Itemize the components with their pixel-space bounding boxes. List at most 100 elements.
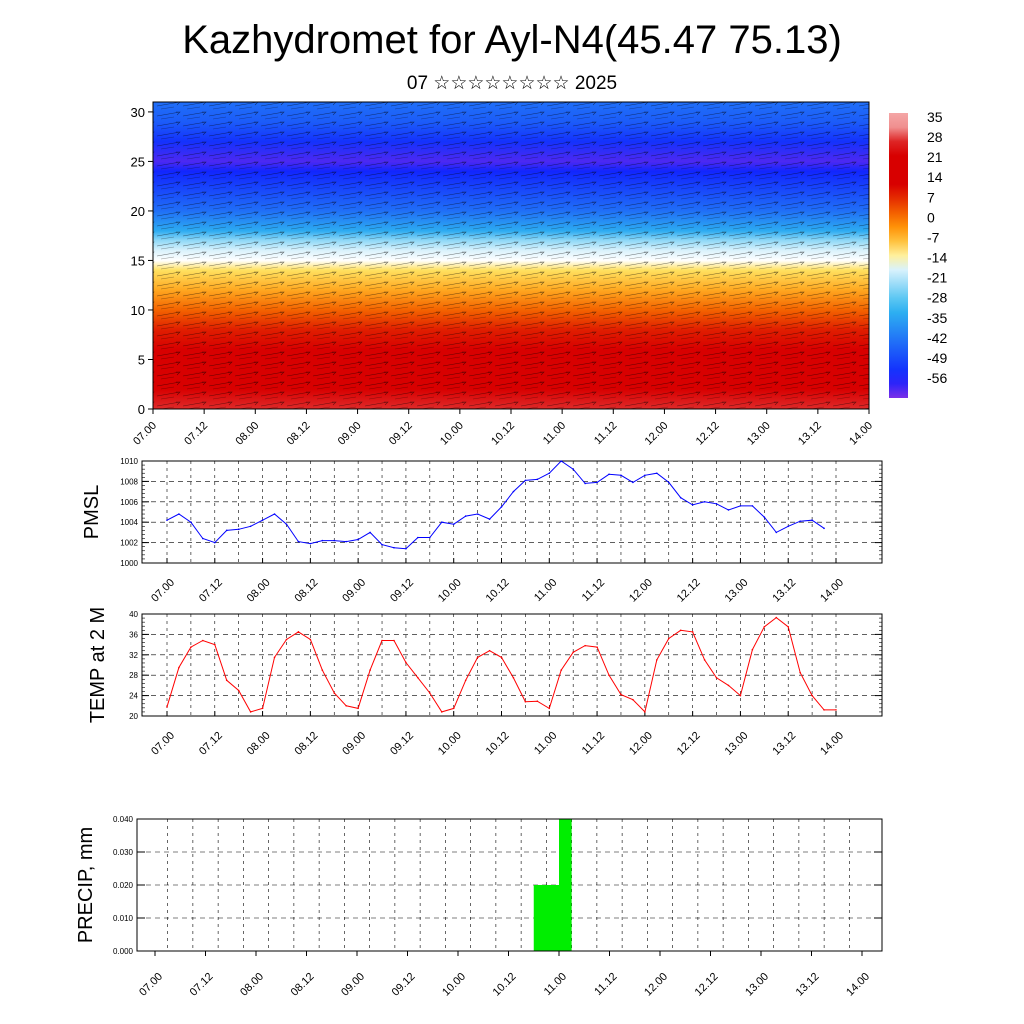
data-point: [751, 648, 754, 651]
data-point: [536, 478, 539, 481]
x-tick-label: 13.12: [796, 420, 824, 448]
x-tick-label: 10.00: [436, 730, 464, 758]
data-point: [584, 644, 586, 647]
data-point: [751, 505, 754, 507]
colorbar-label: 35: [927, 109, 943, 125]
y-tick-label: 0.020: [113, 881, 134, 890]
x-tick-label: 11.12: [580, 577, 607, 604]
data-point: [572, 651, 574, 654]
colorbar-label: -35: [927, 310, 947, 326]
data-point: [225, 679, 228, 682]
y-tick-label: 28: [129, 671, 138, 680]
data-point: [321, 539, 324, 542]
x-tick-label: 10.00: [436, 577, 464, 605]
x-tick-label: 11.12: [592, 420, 619, 447]
data-point: [667, 481, 670, 484]
x-tick-label: 09.12: [388, 577, 416, 605]
data-point: [357, 538, 359, 541]
y-tick-label: 15: [131, 253, 145, 268]
y-tick-label: 0.030: [113, 848, 134, 857]
x-tick-label: 14.00: [818, 730, 846, 758]
data-point: [823, 527, 825, 530]
data-point: [261, 519, 264, 521]
x-tick-label: 14.00: [818, 577, 846, 605]
y-tick-label: 0.040: [113, 815, 134, 824]
data-point: [715, 676, 718, 679]
data-point: [679, 496, 682, 499]
data-point: [548, 472, 551, 475]
data-point: [488, 649, 491, 652]
colorbar-label: -28: [927, 290, 947, 306]
y-tick-label: 20: [129, 712, 138, 721]
data-point: [381, 543, 383, 546]
y-tick-label: 32: [129, 651, 138, 660]
y-tick-label: 40: [129, 610, 138, 619]
x-tick-label: 11.12: [580, 730, 607, 757]
data-point: [512, 490, 515, 493]
y-tick-label: 0: [138, 402, 145, 417]
x-tick-label: 09.00: [340, 730, 368, 758]
data-point: [345, 540, 347, 543]
x-tick-label: 07.12: [188, 971, 216, 999]
x-tick-label: 11.00: [532, 577, 559, 604]
y-tick-label: 1006: [120, 498, 138, 507]
temp-panel: 20 24 28 32 36 40 07.00 07.12 08.00 08.12 09.00 09.…: [87, 607, 883, 758]
data-point: [811, 694, 813, 697]
data-point: [225, 529, 228, 532]
data-point: [560, 669, 563, 671]
data-point: [667, 637, 670, 640]
data-point: [417, 536, 419, 539]
data-point: [345, 705, 347, 707]
data-point: [178, 513, 180, 515]
data-point: [811, 519, 813, 521]
data-point: [429, 692, 431, 694]
data-point: [285, 523, 288, 526]
x-tick-label: 10.12: [484, 730, 512, 758]
y-tick-label: 1002: [120, 539, 138, 548]
x-tick-label: 12.00: [627, 730, 655, 758]
data-point: [476, 656, 479, 659]
x-tick-label: 13.00: [723, 577, 751, 605]
data-point: [190, 521, 192, 523]
data-point: [213, 541, 216, 544]
page-subtitle: 07 ☆☆☆☆☆☆☆☆ 2025: [406, 73, 618, 94]
x-tick-label: 08.00: [245, 577, 273, 605]
x-tick-label: 09.12: [388, 730, 416, 758]
x-tick-label: 12.12: [693, 971, 721, 999]
x-tick-label: 10.00: [440, 971, 468, 999]
y-tick-label: 1008: [120, 477, 138, 486]
x-tick-label: 07.00: [149, 577, 177, 605]
colorbar-label: 28: [927, 129, 943, 145]
colorbar-label: -42: [927, 330, 947, 346]
data-point: [656, 472, 658, 475]
data-point: [202, 639, 204, 642]
x-tick-label: 08.12: [285, 420, 313, 448]
data-point: [309, 542, 312, 545]
data-point: [190, 646, 192, 648]
data-point: [727, 509, 730, 511]
x-tick-label: 07.00: [131, 420, 159, 448]
colorbar-label: -49: [927, 350, 947, 366]
x-tick-label: 10.12: [491, 971, 519, 999]
wind-barbs-overlay: [153, 102, 869, 409]
data-point: [835, 709, 837, 711]
y-tick-label: 1000: [120, 559, 138, 568]
data-point: [249, 711, 252, 713]
x-tick-label: 13.12: [770, 577, 798, 605]
data-point: [464, 515, 467, 517]
precip-bar: [559, 819, 572, 951]
y-tick-label: 1010: [120, 457, 138, 466]
precip-bar: [533, 885, 559, 951]
y-axis-label: PRECIP, mm: [75, 827, 97, 943]
x-tick-label: 08.12: [293, 577, 321, 605]
data-point: [524, 700, 527, 703]
x-tick-label: 07.00: [149, 730, 177, 758]
y-tick-label: 0.000: [113, 947, 134, 956]
data-point: [679, 629, 682, 632]
x-tick-label: 12.00: [627, 577, 655, 605]
x-tick-label: 09.00: [339, 971, 367, 999]
x-tick-label: 11.12: [592, 971, 619, 998]
data-point: [273, 656, 276, 659]
data-point: [691, 504, 694, 506]
